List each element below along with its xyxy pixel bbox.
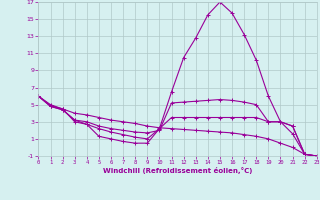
X-axis label: Windchill (Refroidissement éolien,°C): Windchill (Refroidissement éolien,°C) bbox=[103, 167, 252, 174]
